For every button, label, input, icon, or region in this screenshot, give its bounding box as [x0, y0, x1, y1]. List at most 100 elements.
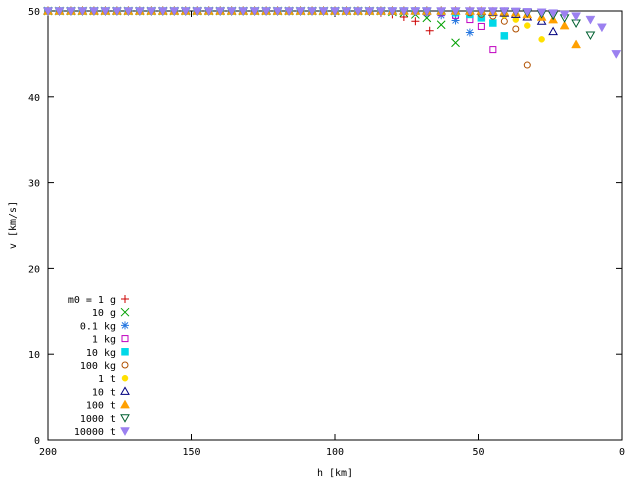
data-points	[43, 5, 622, 69]
legend-entry-label: 1 kg	[92, 335, 116, 346]
legend-entry-marker	[120, 427, 130, 437]
x-tick-label: 100	[326, 447, 344, 458]
data-point	[571, 12, 582, 22]
data-point	[398, 7, 409, 17]
legend-entry-marker	[121, 335, 129, 343]
x-tick-label: 50	[472, 447, 484, 458]
data-point	[66, 7, 76, 17]
legend-entry-marker	[120, 386, 130, 395]
data-point	[538, 36, 545, 43]
data-point	[215, 7, 226, 17]
data-point	[451, 16, 460, 25]
data-point	[134, 7, 145, 17]
legend-entry-marker	[120, 414, 130, 423]
x-axis-label: h [km]	[317, 468, 353, 479]
data-point	[548, 9, 559, 19]
data-point	[436, 7, 447, 17]
data-point	[548, 26, 558, 36]
data-point	[375, 7, 386, 17]
data-point	[523, 61, 531, 69]
data-point	[450, 7, 461, 17]
data-point	[476, 7, 487, 17]
x-tick-label: 0	[619, 447, 625, 458]
legend-entry-label: 1000 t	[80, 414, 116, 425]
legend-entry-label: 10 g	[92, 308, 116, 319]
data-point	[295, 7, 306, 17]
data-point	[364, 7, 375, 17]
y-axis-label: v [km/s]	[8, 201, 19, 249]
data-point	[465, 28, 474, 37]
data-point	[524, 22, 531, 29]
legend-entry-label: m0 = 1 g	[68, 295, 116, 306]
data-point	[88, 7, 99, 17]
legend-entry-marker	[121, 361, 129, 369]
y-tick-label: 20	[28, 264, 40, 275]
data-point	[226, 7, 237, 17]
data-point	[585, 15, 596, 25]
data-point	[451, 38, 460, 48]
data-point	[318, 7, 329, 17]
plot-frame	[47, 10, 623, 441]
legend-entry-label: 0.1 kg	[80, 321, 116, 332]
legend-entry-label: 10000 t	[74, 427, 116, 438]
data-point	[203, 7, 214, 17]
data-point	[261, 7, 272, 17]
data-point	[421, 7, 432, 17]
data-point	[180, 7, 191, 17]
data-point	[410, 7, 421, 17]
data-point	[489, 19, 497, 27]
data-point	[353, 7, 363, 17]
data-point	[307, 7, 317, 17]
data-point	[510, 7, 521, 17]
y-tick-label: 10	[28, 350, 40, 361]
data-point	[330, 7, 340, 17]
legend-entry-marker	[121, 374, 129, 382]
data-point	[500, 32, 509, 40]
data-point	[559, 20, 570, 30]
data-point	[489, 46, 497, 54]
data-point	[585, 31, 596, 41]
data-point	[54, 7, 65, 17]
data-point	[146, 7, 157, 17]
data-point	[192, 7, 203, 17]
legend-entry-marker	[121, 321, 129, 330]
legend-entry-label: 100 t	[86, 401, 116, 412]
data-point	[611, 50, 622, 59]
legend-entry-label: 100 kg	[80, 361, 116, 372]
series-10	[43, 7, 622, 59]
data-point	[387, 7, 398, 17]
data-point	[249, 7, 260, 17]
legend-entry-marker	[121, 348, 129, 356]
data-point	[411, 17, 420, 26]
data-point	[522, 8, 533, 17]
data-point	[100, 7, 111, 17]
x-tick-label: 150	[182, 447, 200, 458]
data-point	[169, 7, 180, 17]
data-point	[111, 7, 122, 17]
legend-entry-marker	[121, 295, 129, 303]
data-point	[43, 7, 53, 17]
legend-entry-marker	[120, 399, 130, 409]
data-point	[500, 17, 508, 25]
data-point	[341, 7, 352, 17]
series-5	[44, 7, 531, 69]
data-point	[436, 20, 446, 30]
data-point	[487, 7, 498, 17]
data-point	[77, 7, 88, 17]
data-point	[425, 26, 434, 35]
data-point	[596, 23, 607, 33]
data-point	[464, 7, 475, 17]
y-tick-label: 30	[28, 179, 40, 190]
legend: m0 = 1 g 10 g 0.1 kg 1 kg 10 kg 100 kg 1 t 10 t…	[68, 295, 130, 438]
y-tick-label: 0	[34, 436, 40, 447]
data-point	[536, 8, 547, 18]
data-point	[499, 7, 510, 17]
x-tick-label: 200	[39, 447, 57, 458]
legend-entry-label: 10 kg	[86, 348, 116, 359]
data-point	[536, 16, 547, 25]
data-point	[284, 7, 295, 17]
y-tick-label: 40	[28, 93, 40, 104]
axis-ticks: 200 150 100 50 0 0 10 20 30 40 50	[28, 7, 625, 458]
data-point	[272, 7, 283, 17]
